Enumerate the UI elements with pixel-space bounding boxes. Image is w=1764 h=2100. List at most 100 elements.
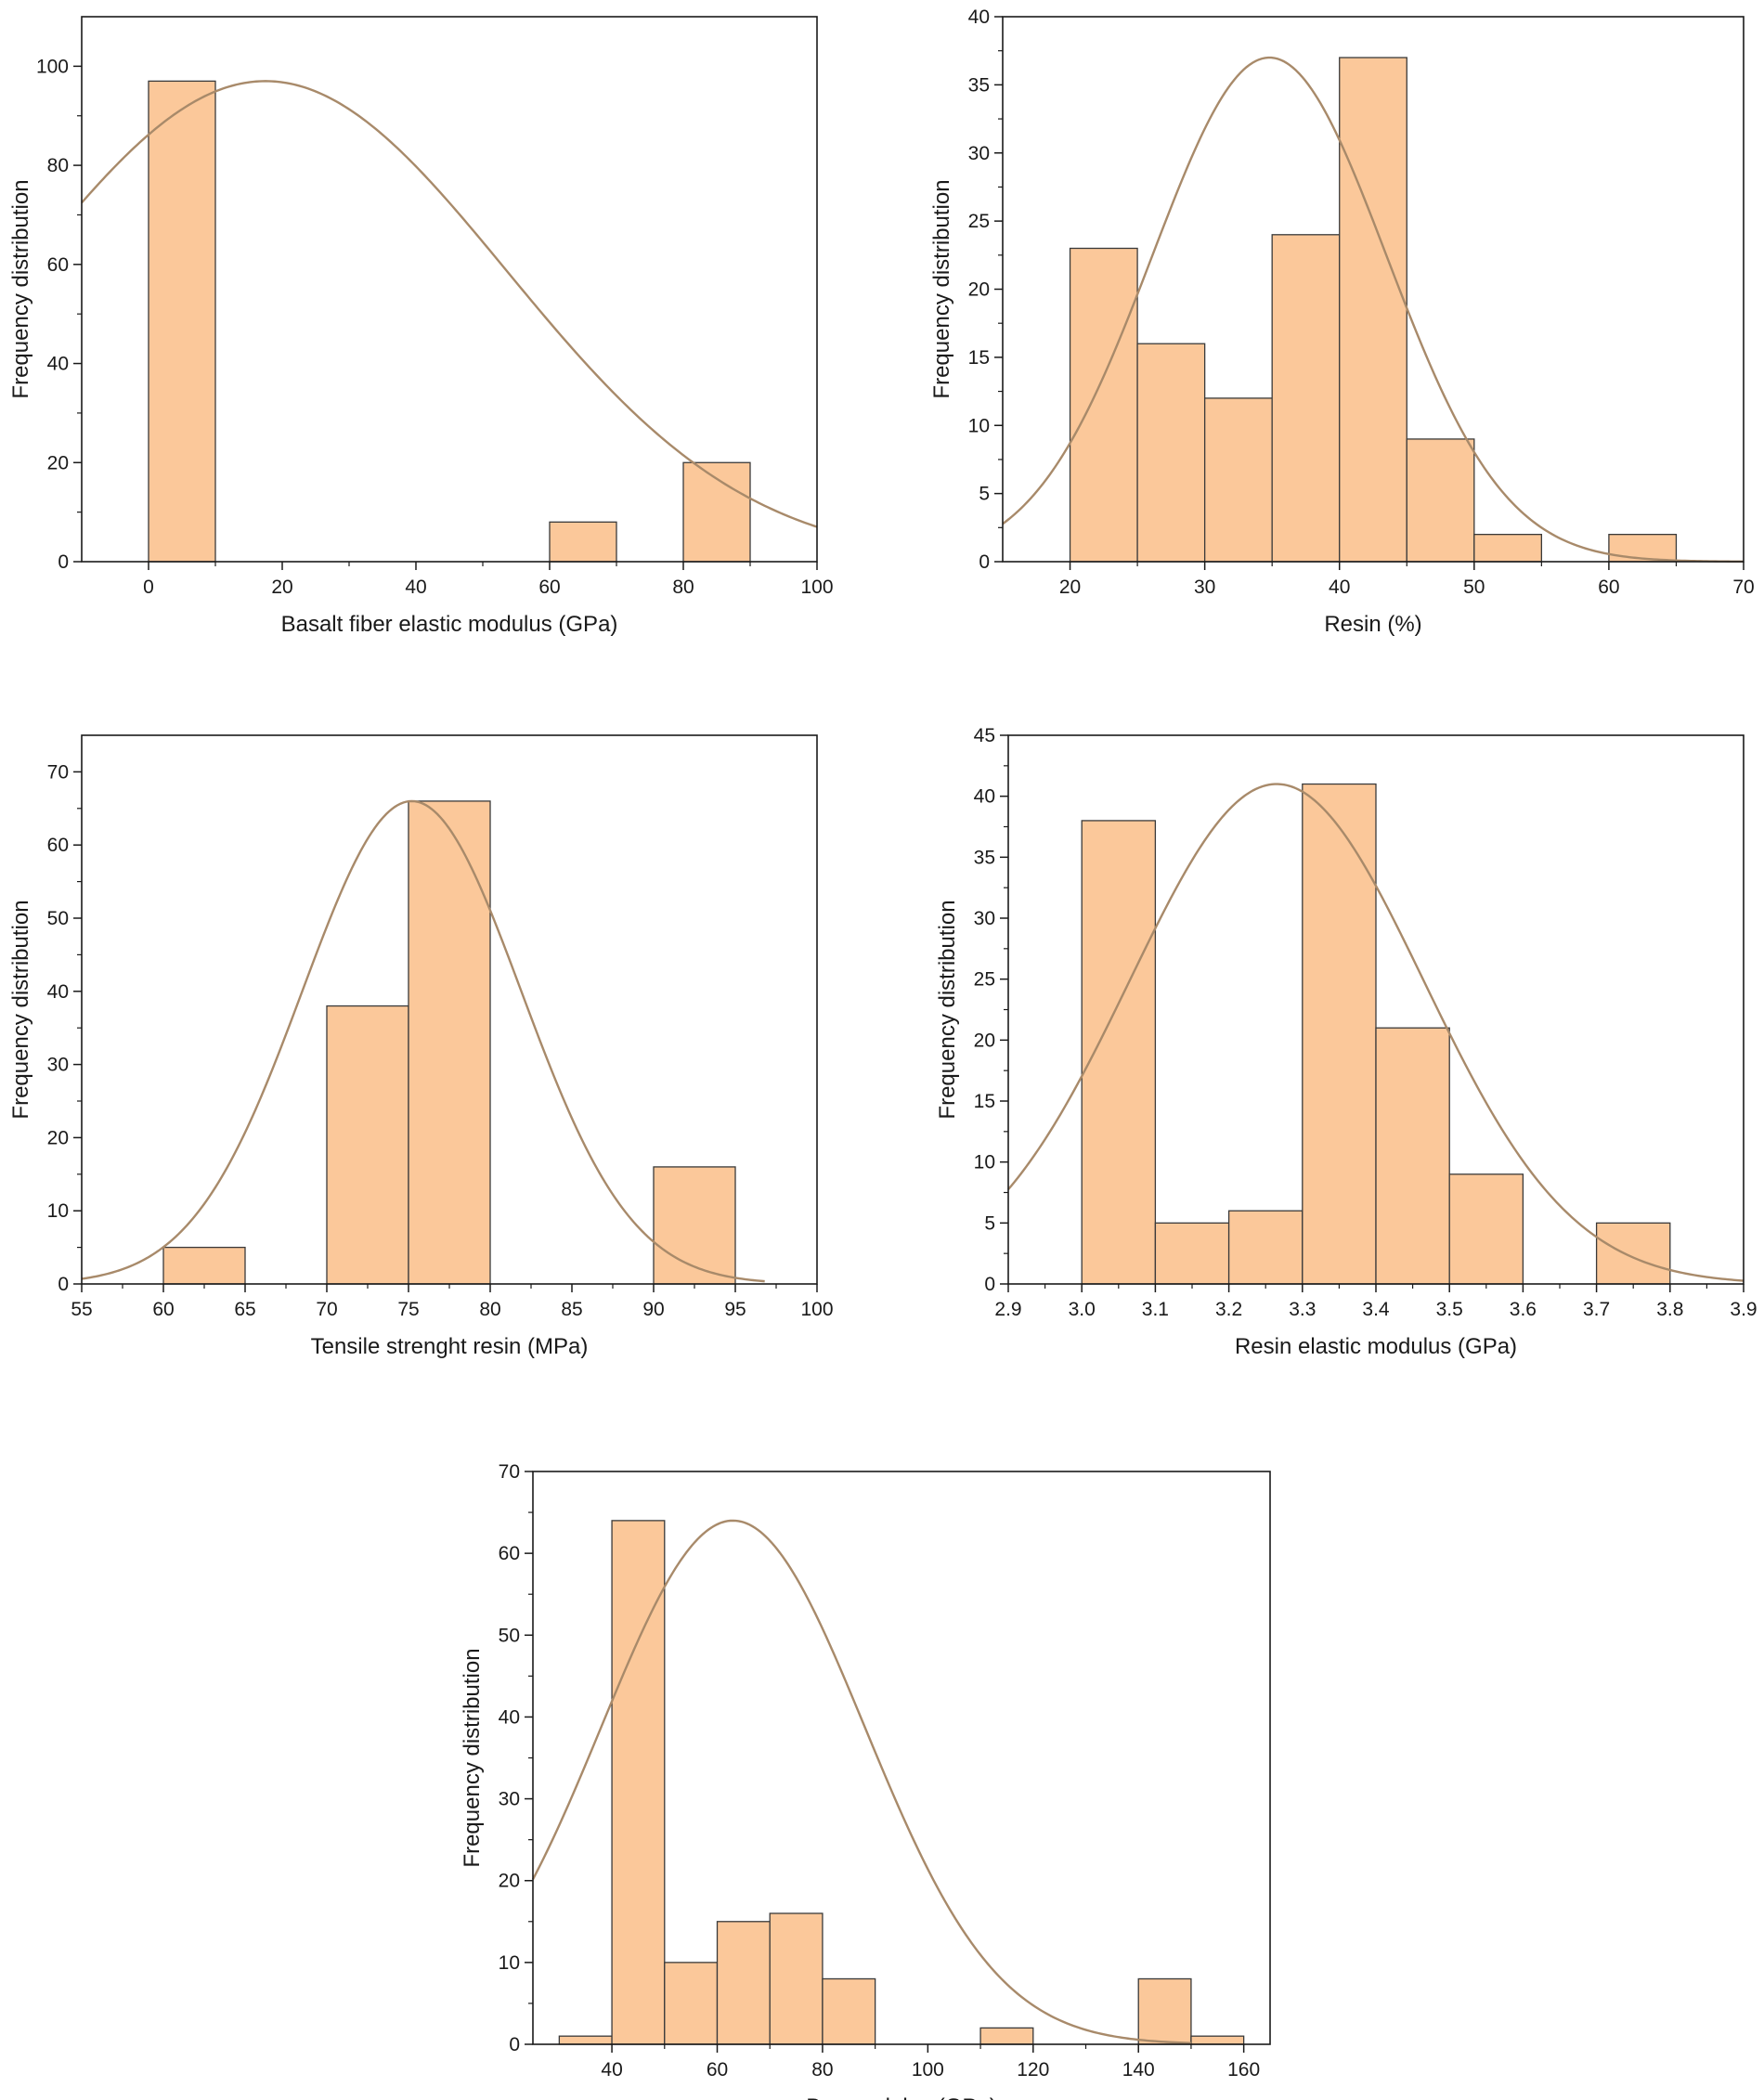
chart-4-x-tick-label: 3.9 [1730, 1299, 1757, 1320]
chart-4-bar-7 [1595, 1222, 1671, 1285]
chart-2-y-tick-label: 0 [979, 551, 990, 573]
chart-3-x-tick-label: 95 [724, 1299, 746, 1320]
chart-5-bar-8 [1137, 1977, 1192, 2045]
chart-1-x-axis-title: Basalt fiber elastic modulus (GPa) [281, 612, 618, 637]
chart-1-x-tick-label: 100 [800, 577, 833, 598]
chart-5-y-tick-label: 40 [499, 1706, 520, 1728]
chart-3-x-tick-label: 70 [316, 1299, 337, 1320]
chart-2-y-tick-label: 35 [968, 74, 990, 96]
chart-4-y-tick-label: 45 [974, 725, 995, 746]
chart-1-bar-1 [148, 80, 216, 563]
histogram-resin-percent: 20 30 40 50 60 70 0 5 10 15 20 25 30 35 40 Resin (%) Fre… [929, 6, 1755, 637]
chart-1-x-tick-label: 60 [538, 577, 560, 598]
chart-1-y-tick-label: 100 [36, 56, 69, 77]
chart-2-y-tick-label: 20 [968, 279, 990, 301]
chart-3-bar-1 [162, 1246, 246, 1285]
chart-4-x-tick-label: 2.9 [994, 1299, 1021, 1320]
chart-4-x-tick-label: 3.1 [1142, 1299, 1169, 1320]
chart-3-y-tick-label: 20 [47, 1127, 69, 1148]
chart-3-y-tick-label: 70 [47, 761, 69, 783]
chart-4-x-axis-title: Resin elastic modulus (GPa) [1235, 1334, 1517, 1359]
chart-5-bar-1 [558, 2035, 613, 2045]
chart-5-y-tick-label: 50 [499, 1625, 520, 1646]
chart-1-y-axis-title: Frequency distribution [8, 179, 33, 398]
chart-4-y-tick-label: 25 [974, 969, 995, 991]
chart-4-y-tick-label: 30 [974, 908, 995, 929]
chart-2-y-axis-title: Frequency distribution [929, 179, 954, 398]
chart-1-y-tick-label: 40 [47, 354, 69, 375]
chart-3-x-tick-label: 80 [479, 1299, 500, 1320]
chart-4-y-tick-label: 5 [984, 1212, 995, 1234]
chart-2-x-axis-title: Resin (%) [1324, 612, 1421, 637]
chart-3-x-tick-label: 60 [152, 1299, 174, 1320]
chart-4-y-tick-label: 0 [984, 1274, 995, 1295]
chart-3-bar-3 [408, 800, 491, 1285]
chart-3-y-tick-label: 40 [47, 981, 69, 1003]
chart-4-y-axis-title: Frequency distribution [935, 900, 960, 1119]
histogram-basalt-fiber-elastic-modulus: 0 20 40 60 80 100 0 20 40 60 80 100 Basalt fiber ela… [8, 16, 834, 637]
chart-1-y-tick-label: 20 [47, 452, 69, 473]
chart-2-x-tick-label: 30 [1194, 577, 1215, 598]
chart-1-y-tick-label: 0 [58, 551, 69, 573]
chart-2-y-tick-label: 5 [979, 484, 990, 505]
chart-5-y-tick-label: 20 [499, 1871, 520, 1892]
chart-3-y-axis-title: Frequency distribution [8, 900, 33, 1119]
chart-5-x-tick-label: 140 [1122, 2059, 1155, 2081]
chart-3-y-tick-label: 50 [47, 908, 69, 929]
chart-5-normal-fit-curve [531, 1519, 1191, 2044]
chart-4-x-tick-label: 3.3 [1289, 1299, 1316, 1320]
chart-1-bar-2 [549, 521, 617, 563]
chart-3-x-tick-label: 65 [234, 1299, 255, 1320]
chart-4-bar-1 [1081, 820, 1157, 1285]
chart-3-y-tick-label: 0 [58, 1274, 69, 1295]
chart-4-bar-6 [1448, 1173, 1524, 1285]
chart-4-x-tick-label: 3.4 [1362, 1299, 1390, 1320]
chart-5-x-tick-label: 40 [601, 2059, 622, 2081]
histogram-tensile-strength-resin: 55 60 65 70 75 80 85 90 95 100 0 10 20 30 40 50 60 70 Tens… [8, 734, 834, 1359]
chart-5-x-tick-label: 60 [707, 2059, 728, 2081]
chart-2-x-tick-label: 60 [1598, 577, 1619, 598]
chart-4-y-tick-label: 15 [974, 1091, 995, 1112]
chart-2-x-tick-label: 50 [1463, 577, 1485, 598]
chart-2-y-tick-label: 25 [968, 211, 990, 232]
chart-5-x-axis-title: Bar modulus (GPa) [806, 2094, 996, 2100]
chart-5-bar-9 [1190, 2035, 1245, 2045]
chart-4-normal-fit-curve [1007, 783, 1745, 1282]
chart-1-y-tick-label: 60 [47, 254, 69, 276]
chart-4-x-tick-label: 3.2 [1215, 1299, 1242, 1320]
chart-5-y-tick-label: 30 [499, 1789, 520, 1810]
chart-3-x-tick-label: 85 [561, 1299, 582, 1320]
chart-2-bar-6 [1406, 438, 1475, 563]
chart-4-bar-4 [1302, 783, 1377, 1285]
chart-1-y-tick-label: 80 [47, 155, 69, 176]
chart-1-x-tick-label: 80 [672, 577, 694, 598]
histogram-bar-modulus: 40 60 80 100 120 140 160 0 10 20 30 40 50 60 70 Bar mod… [460, 1461, 1271, 2100]
chart-4-x-tick-label: 3.0 [1069, 1299, 1096, 1320]
chart-5-bar-7 [979, 2027, 1034, 2045]
chart-1-x-tick-label: 0 [143, 577, 154, 598]
chart-4-x-tick-label: 3.7 [1583, 1299, 1610, 1320]
chart-3-x-tick-label: 75 [397, 1299, 419, 1320]
chart-5-bar-5 [769, 1912, 824, 2045]
chart-4-y-tick-label: 35 [974, 847, 995, 868]
chart-3-y-tick-label: 10 [47, 1200, 69, 1222]
chart-3-normal-fit-curve [81, 799, 765, 1283]
chart-4-x-tick-label: 3.6 [1510, 1299, 1537, 1320]
chart-1-normal-fit-curve [81, 80, 818, 528]
chart-5-x-tick-label: 100 [912, 2059, 944, 2081]
chart-1-x-tick-label: 20 [271, 577, 292, 598]
chart-5-y-tick-label: 60 [499, 1543, 520, 1564]
chart-4-bar-2 [1154, 1222, 1230, 1285]
chart-4-bar-5 [1375, 1027, 1450, 1285]
chart-4-x-tick-label: 3.8 [1656, 1299, 1683, 1320]
chart-2-bar-4 [1271, 234, 1341, 563]
chart-3-y-tick-label: 60 [47, 835, 69, 856]
chart-2-bar-1 [1069, 247, 1138, 563]
chart-4-x-tick-label: 3.5 [1436, 1299, 1463, 1320]
chart-3-x-axis-title: Tensile strenght resin (MPa) [311, 1334, 589, 1359]
chart-3-x-tick-label: 100 [800, 1299, 833, 1320]
chart-4-bar-3 [1227, 1210, 1304, 1285]
chart-5-bar-3 [664, 1962, 719, 2045]
chart-5-x-tick-label: 120 [1017, 2059, 1049, 2081]
chart-5-x-tick-label: 160 [1227, 2059, 1260, 2081]
